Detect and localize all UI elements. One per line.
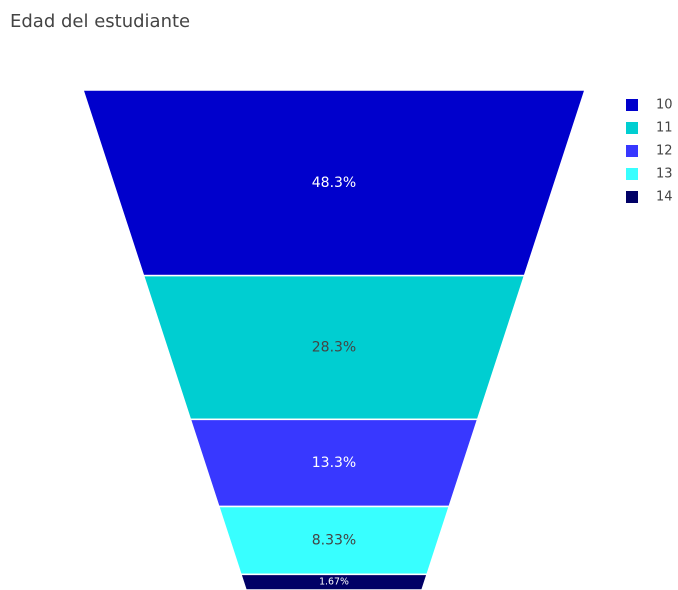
data-label: 8.33% <box>312 532 356 548</box>
legend-label: 14 <box>656 190 673 205</box>
legend-label: 12 <box>656 144 673 159</box>
legend-swatch <box>626 168 638 180</box>
legend-swatch <box>626 99 638 111</box>
chart-title: Edad del estudiante <box>10 11 190 32</box>
legend-label: 11 <box>656 121 673 136</box>
legend-label: 13 <box>656 167 673 182</box>
funnel-segment <box>239 573 429 590</box>
legend-swatch <box>626 122 638 134</box>
legend-swatch <box>626 191 638 203</box>
legend-swatch <box>626 145 638 157</box>
data-label: 48.3% <box>312 175 356 191</box>
data-label: 1.67% <box>319 577 349 588</box>
data-label: 28.3% <box>312 339 356 355</box>
legend-label: 10 <box>656 98 673 113</box>
data-label: 13.3% <box>312 455 356 471</box>
